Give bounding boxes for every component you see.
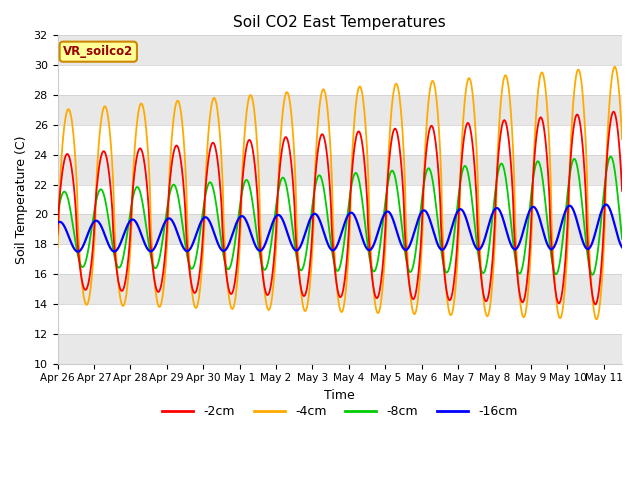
Bar (58, 185, 622, 215)
Y-axis label: Soil Temperature (C): Soil Temperature (C) (15, 135, 28, 264)
Bar (58, 155, 622, 185)
Bar (58, 274, 622, 304)
Bar (58, 244, 622, 274)
Bar (58, 95, 622, 125)
Bar (58, 65, 622, 95)
Bar (58, 304, 622, 334)
Title: Soil CO2 East Temperatures: Soil CO2 East Temperatures (234, 15, 446, 30)
X-axis label: Time: Time (324, 389, 355, 402)
Bar (58, 215, 622, 244)
Bar (58, 334, 622, 364)
Bar (58, 125, 622, 155)
Bar (58, 36, 622, 65)
Text: VR_soilco2: VR_soilco2 (63, 45, 133, 58)
Legend: -2cm, -4cm, -8cm, -16cm: -2cm, -4cm, -8cm, -16cm (157, 400, 522, 423)
